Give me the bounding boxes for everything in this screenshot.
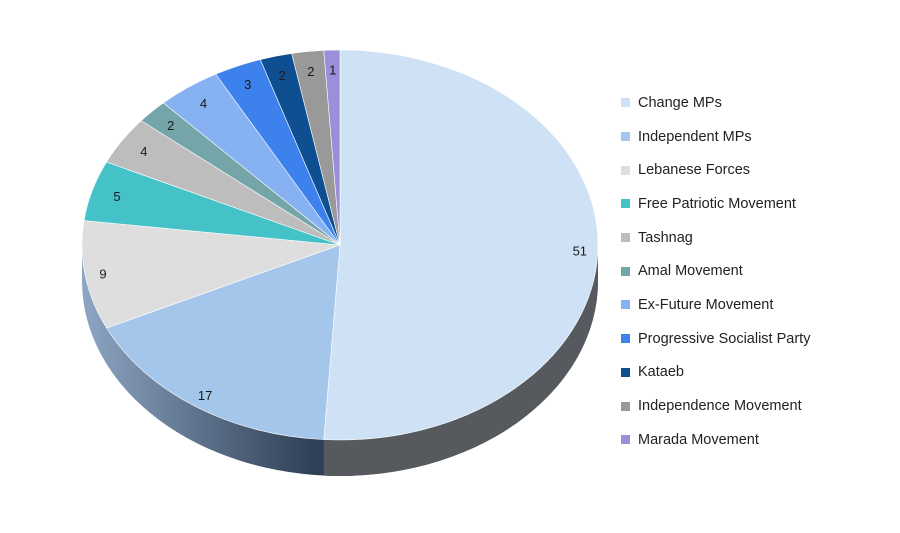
legend-label: Lebanese Forces — [638, 162, 751, 179]
legend-swatch — [621, 98, 630, 108]
legend-label: Amal Movement — [638, 263, 743, 280]
data-label: 51 — [573, 244, 587, 259]
data-label: 9 — [99, 266, 106, 281]
legend-swatch — [621, 266, 630, 276]
data-label: 17 — [198, 388, 212, 403]
legend-label: Marada Movement — [638, 431, 759, 448]
legend-swatch — [621, 165, 630, 175]
legend-label: Change MPs — [638, 94, 722, 111]
data-label: 1 — [329, 63, 336, 78]
legend-label: Independent MPs — [638, 128, 752, 145]
pie-slice-change-mps — [323, 49, 599, 441]
legend-label: Progressive Socialist Party — [638, 330, 811, 347]
legend-swatch — [621, 334, 630, 344]
legend-item: Amal Movement — [621, 254, 810, 288]
legend-item: Ex-Future Movement — [621, 288, 810, 322]
legend-swatch — [621, 401, 630, 411]
legend-item: Free Patriotic Movement — [621, 187, 810, 221]
legend-item: Progressive Socialist Party — [621, 322, 810, 356]
legend-label: Kataeb — [638, 364, 684, 381]
legend-item: Kataeb — [621, 356, 810, 390]
pie-slices — [81, 49, 599, 441]
pie-side-shade-right — [323, 245, 598, 476]
data-label: 3 — [244, 77, 251, 92]
pie-side-wall — [82, 245, 598, 476]
data-label: 4 — [140, 144, 147, 159]
legend-label: Ex-Future Movement — [638, 296, 774, 313]
pie-slice-independent-mps — [106, 244, 341, 440]
legend-label: Tashnag — [638, 229, 693, 246]
legend-label: Free Patriotic Movement — [638, 195, 796, 212]
legend-item: Tashnag — [621, 221, 810, 255]
legend-swatch — [621, 199, 630, 209]
legend-swatch — [621, 300, 630, 310]
legend-item: Lebanese Forces — [621, 153, 810, 187]
legend-label: Independence Movement — [638, 398, 802, 415]
data-label: 4 — [200, 96, 207, 111]
legend-item: Independent MPs — [621, 120, 810, 154]
data-label: 2 — [307, 64, 314, 79]
legend-swatch — [621, 233, 630, 243]
pie-slice-marada-movement — [323, 49, 341, 246]
pie-slice-lebanese-forces — [81, 220, 341, 329]
data-label: 2 — [167, 118, 174, 133]
legend-item: Change MPs — [621, 86, 810, 120]
legend-item: Marada Movement — [621, 423, 810, 457]
data-label: 5 — [113, 189, 120, 204]
legend-item: Independence Movement — [621, 389, 810, 423]
legend: Change MPs Independent MPs Lebanese Forces… — [621, 86, 810, 457]
legend-swatch — [621, 435, 630, 445]
legend-swatch — [621, 367, 630, 377]
data-label: 2 — [279, 68, 286, 83]
legend-swatch — [621, 132, 630, 142]
